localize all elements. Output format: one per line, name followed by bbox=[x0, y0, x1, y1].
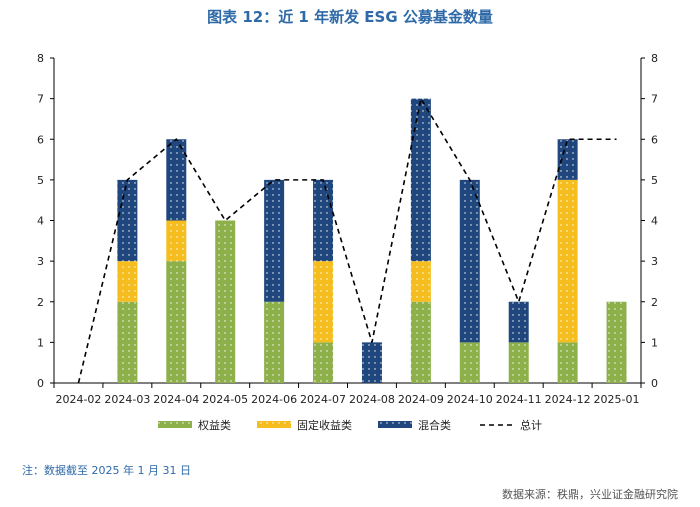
y-tick-label-left: 7 bbox=[37, 93, 44, 106]
y-tick-label-left: 1 bbox=[37, 336, 44, 349]
bar-mixed bbox=[459, 179, 480, 343]
bar-equity bbox=[557, 342, 578, 383]
x-tick-label: 2024-02 bbox=[55, 393, 101, 406]
y-tick-label-right: 7 bbox=[651, 93, 658, 106]
bar-mixed bbox=[264, 179, 285, 302]
total-line bbox=[77, 96, 617, 384]
bar-equity bbox=[264, 301, 285, 383]
bar-mixed bbox=[313, 179, 334, 262]
bar-mixed bbox=[508, 301, 529, 343]
bar-equity bbox=[459, 342, 480, 383]
y-tick-label-left: 2 bbox=[37, 296, 44, 309]
y-tick-label-right: 0 bbox=[651, 377, 658, 390]
x-tick-label: 2024-12 bbox=[545, 393, 591, 406]
legend-swatch-fixed-income bbox=[257, 421, 291, 428]
x-tick-label: 2025-01 bbox=[594, 393, 640, 406]
x-tick-label: 2024-10 bbox=[447, 393, 493, 406]
y-tick-label-right: 3 bbox=[651, 255, 658, 268]
y-tick-label-left: 8 bbox=[37, 52, 44, 65]
bar-fixed-income bbox=[166, 220, 187, 262]
bar-equity bbox=[606, 301, 627, 383]
bar-fixed-income bbox=[410, 261, 431, 302]
bar-mixed bbox=[361, 342, 382, 383]
legend-label: 固定收益类 bbox=[297, 418, 352, 432]
bar-equity bbox=[313, 342, 334, 383]
y-tick-label-right: 1 bbox=[651, 336, 658, 349]
bar-equity bbox=[215, 220, 236, 383]
y-tick-label-left: 5 bbox=[37, 174, 44, 187]
bar-fixed-income bbox=[313, 261, 334, 343]
x-tick-label: 2024-09 bbox=[398, 393, 444, 406]
y-tick-label-left: 6 bbox=[37, 133, 44, 146]
bar-equity bbox=[508, 342, 529, 383]
x-tick-label: 2024-03 bbox=[104, 393, 150, 406]
legend-swatch-equity bbox=[158, 421, 192, 428]
legend-label: 混合类 bbox=[418, 418, 451, 432]
x-tick-label: 2024-05 bbox=[202, 393, 248, 406]
total-line-group bbox=[77, 96, 617, 384]
x-tick-label: 2024-08 bbox=[349, 393, 395, 406]
bar-equity bbox=[410, 301, 431, 383]
y-tick-label-left: 3 bbox=[37, 255, 44, 268]
y-tick-label-right: 2 bbox=[651, 296, 658, 309]
x-tick-label: 2024-11 bbox=[496, 393, 542, 406]
y-tick-label-right: 6 bbox=[651, 133, 658, 146]
y-tick-label-left: 4 bbox=[37, 215, 44, 228]
x-tick-label: 2024-04 bbox=[153, 393, 199, 406]
y-tick-label-right: 5 bbox=[651, 174, 658, 187]
y-tick-label-right: 8 bbox=[651, 52, 658, 65]
bar-equity bbox=[117, 301, 138, 383]
bars-group bbox=[117, 98, 627, 383]
bar-mixed bbox=[410, 98, 431, 262]
y-tick-label-left: 0 bbox=[37, 377, 44, 390]
bar-mixed bbox=[117, 179, 138, 262]
data-source: 数据来源：秩鼎，兴业证金融研究院 bbox=[502, 488, 678, 501]
bar-mixed bbox=[557, 139, 578, 180]
y-tick-label-right: 4 bbox=[651, 215, 658, 228]
legend-label: 权益类 bbox=[198, 418, 231, 432]
bar-equity bbox=[166, 261, 187, 383]
chart-title: 图表 12：近 1 年新发 ESG 公募基金数量 bbox=[207, 8, 493, 26]
legend: 权益类 固定收益类 混合类 总计 bbox=[158, 418, 542, 432]
x-tick-label: 2024-07 bbox=[300, 393, 346, 406]
bar-mixed bbox=[166, 139, 187, 221]
bar-fixed-income bbox=[117, 261, 138, 302]
x-tick-label: 2024-06 bbox=[251, 393, 297, 406]
bar-fixed-income bbox=[557, 179, 578, 343]
legend-label: 总计 bbox=[520, 418, 542, 432]
legend-swatch-mixed bbox=[378, 421, 412, 428]
footnote: 注：数据截至 2025 年 1 月 31 日 bbox=[22, 464, 191, 477]
